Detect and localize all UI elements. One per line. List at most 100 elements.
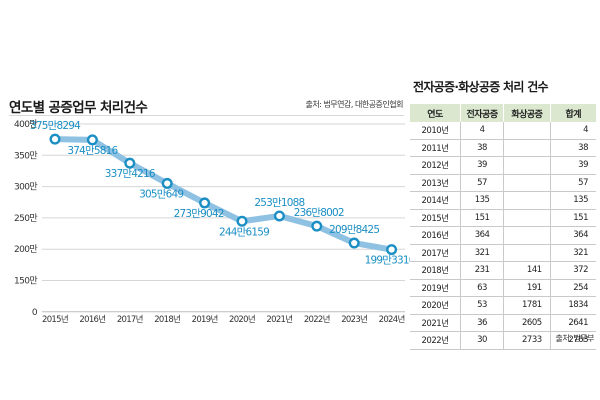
cell-year: 2010년 — [410, 122, 461, 140]
y-tick-label: 0 — [32, 308, 38, 318]
cell-total: 1834 — [549, 296, 596, 315]
cell-electronic: 231 — [459, 261, 504, 280]
data-label: 244만6159 — [219, 226, 269, 238]
cell-total: 38 — [549, 139, 596, 157]
y-tick-label: 400만 — [14, 119, 37, 130]
header-year: 연도 — [410, 104, 461, 122]
cell-total: 2641 — [549, 314, 596, 332]
cell-year: 2015년 — [410, 209, 461, 227]
table-row: 2019년 63 191 254 — [410, 279, 596, 297]
data-label: 253만1088 — [254, 197, 304, 209]
cell-electronic: 151 — [459, 209, 504, 227]
series-line — [52, 136, 395, 253]
cell-year: 2018년 — [410, 261, 461, 280]
data-point — [273, 210, 285, 222]
cell-total: 321 — [549, 244, 596, 262]
cell-video — [503, 209, 551, 227]
x-tick-label: 2017년 — [117, 314, 143, 325]
data-points — [49, 133, 398, 256]
cell-electronic: 53 — [459, 296, 504, 315]
cell-total: 2763 — [549, 331, 596, 350]
x-tick-label: 2024년 — [379, 314, 405, 325]
cell-total: 4 — [549, 122, 596, 140]
cell-year: 2020년 — [410, 296, 461, 315]
y-tick-label: 350만 — [14, 150, 37, 161]
table-row: 2012년 39 39 — [410, 156, 596, 175]
y-tick-label: 300만 — [14, 182, 37, 193]
table-row: 2014년 135 135 — [410, 191, 596, 210]
cell-electronic: 135 — [459, 191, 504, 210]
table-title: 전자공증·화상공증 처리 건수 — [413, 80, 549, 94]
cell-electronic: 321 — [459, 244, 504, 262]
gridlines — [42, 123, 405, 313]
data-point — [199, 197, 211, 209]
cell-year: 2021년 — [410, 314, 461, 332]
cell-video: 2733 — [503, 331, 551, 350]
y-tick-label: 150만 — [14, 276, 37, 287]
chart-source: 출처: 법무연감, 대한공증인협회 — [305, 100, 403, 109]
x-tick-label: 2016년 — [79, 314, 105, 325]
cell-total: 372 — [549, 261, 596, 280]
cell-video: 1781 — [503, 296, 551, 315]
data-point — [386, 244, 398, 256]
data-point — [86, 134, 98, 146]
table-row: 2010년 4 4 — [410, 122, 596, 140]
cell-video — [503, 226, 551, 245]
cell-total: 57 — [549, 174, 596, 192]
data-label: 199만3310 — [365, 255, 410, 267]
cell-electronic: 30 — [459, 331, 504, 350]
data-point — [311, 220, 323, 232]
cell-video: 191 — [503, 279, 551, 297]
cell-video — [503, 174, 551, 192]
cell-electronic: 38 — [459, 139, 504, 157]
table-row: 2011년 38 38 — [410, 139, 596, 157]
x-tick-label: 2023년 — [341, 314, 367, 325]
cell-year: 2016년 — [410, 226, 461, 245]
table-source: 출처: 법무부 — [555, 334, 594, 343]
data-point — [236, 215, 248, 227]
e-notary-table: 연도 전자공증 화상공증 합계 2010년 4 4 2011년 38 38 2012년 39 3… — [410, 104, 596, 350]
x-tick-label: 2021년 — [266, 314, 292, 325]
data-point — [348, 237, 360, 249]
x-axis-ticks: 2015년 2016년 2017년 2018년 2019년 2020년 2021년 2022년… — [42, 314, 405, 325]
cell-video — [503, 139, 551, 157]
cell-total: 39 — [549, 156, 596, 175]
cell-year: 2019년 — [410, 279, 461, 297]
line-chart: 400만 350만 300만 250만 200만 150만 0 2015년 2016년 2017… — [14, 119, 410, 325]
cell-electronic: 39 — [459, 156, 504, 175]
table-header-row: 연도 전자공증 화상공증 합계 — [410, 104, 596, 122]
x-tick-label: 2019년 — [192, 314, 218, 325]
cell-video — [503, 122, 551, 140]
title-divider — [9, 115, 404, 116]
data-label: 374만5816 — [67, 145, 118, 157]
table-row: 2021년 36 2605 2641 — [410, 314, 596, 332]
table-row: 2018년 231 141 372 — [410, 261, 596, 280]
cell-video — [503, 244, 551, 262]
cell-year: 2012년 — [410, 156, 461, 175]
header-total: 합계 — [549, 104, 596, 122]
data-label: 236만8002 — [294, 207, 344, 219]
series-line-path — [52, 136, 395, 253]
cell-electronic: 364 — [459, 226, 504, 245]
cell-electronic: 63 — [459, 279, 504, 297]
cell-total: 135 — [549, 191, 596, 210]
data-labels: 375만8294 374만5816 337만4216 305만649 273만9042 2… — [30, 120, 410, 266]
cell-video: 141 — [503, 261, 551, 280]
table-body: 2010년 4 4 2011년 38 38 2012년 39 39 2013년 57 57 2014년 1… — [410, 122, 596, 350]
cell-electronic: 4 — [459, 122, 504, 140]
header-video: 화상공증 — [503, 104, 551, 122]
header-electronic: 전자공증 — [459, 104, 504, 122]
table-row: 2016년 364 364 — [410, 226, 596, 245]
cell-electronic: 36 — [459, 314, 504, 332]
x-tick-label: 2015년 — [42, 314, 68, 325]
cell-total: 151 — [549, 209, 596, 227]
table-row: 2013년 57 57 — [410, 174, 596, 192]
cell-video — [503, 156, 551, 175]
cell-total: 254 — [549, 279, 596, 297]
cell-video: 2605 — [503, 314, 551, 332]
x-tick-label: 2020년 — [229, 314, 255, 325]
data-label: 209만8425 — [329, 224, 379, 236]
data-label: 375만8294 — [30, 120, 81, 132]
cell-total: 364 — [549, 226, 596, 245]
chart-title: 연도별 공증업무 처리건수 — [9, 100, 148, 116]
